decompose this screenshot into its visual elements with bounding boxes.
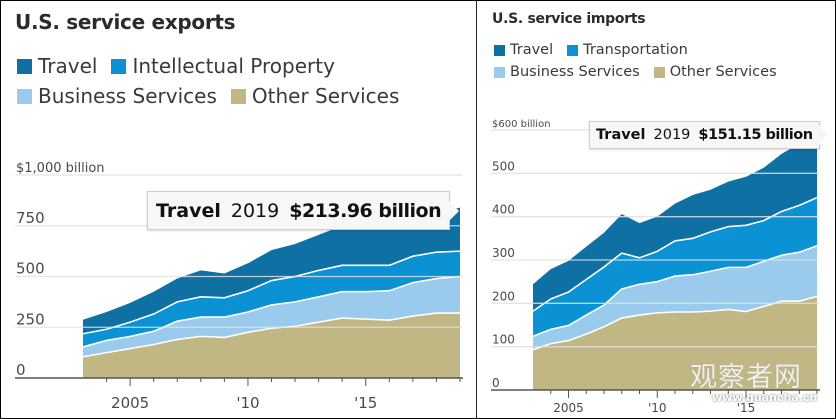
legend-label: Business Services: [38, 84, 217, 108]
legend-item-business-services[interactable]: Business Services: [17, 84, 217, 108]
imports-legend-row-1: Travel Transportation: [494, 42, 702, 58]
legend-label: Intellectual Property: [132, 54, 335, 78]
imports-panel: U.S. service imports Travel Transportati…: [477, 0, 836, 419]
tooltip-year: 2019: [653, 127, 691, 143]
y-tick-label: 100: [492, 333, 515, 347]
legend-swatch-business: [17, 88, 32, 104]
x-tick-label: 2005: [111, 394, 149, 412]
y-tick-label: 400: [492, 203, 515, 217]
tooltip-series: Travel: [596, 127, 646, 143]
legend-item-other-services[interactable]: Other Services: [230, 84, 400, 108]
legend-item-travel[interactable]: Travel: [494, 42, 553, 58]
y-tick-label: 250: [16, 310, 45, 328]
imports-legend-row-2: Business Services Other Services: [494, 64, 791, 80]
imports-title: U.S. service imports: [492, 11, 646, 27]
legend-label: Transportation: [583, 42, 688, 58]
y-tick-label: $1,000 billion: [16, 161, 105, 176]
exports-legend-row-2: Business Services Other Services: [17, 84, 413, 108]
legend-swatch-travel: [17, 58, 32, 74]
legend-label: Travel: [38, 54, 98, 78]
y-tick-label: 300: [492, 246, 515, 260]
separator-line: [82, 312, 460, 358]
y-tick-label: 0: [492, 376, 500, 390]
separator-line: [82, 275, 461, 348]
legend-item-transportation[interactable]: Transportation: [567, 42, 688, 58]
area-other-services: [533, 296, 817, 390]
exports-legend-row-1: Travel Intellectual Property: [17, 54, 349, 78]
tooltip-value: $151.15 billion: [698, 127, 813, 143]
imports-tooltip: Travel 2019 $151.15 billion: [589, 121, 820, 149]
legend-item-intellectual-property[interactable]: Intellectual Property: [111, 54, 335, 78]
area-travel: [83, 207, 460, 334]
legend-swatch-transportation: [567, 44, 579, 56]
legend-label: Travel: [510, 42, 554, 58]
x-tick-label: '10: [648, 401, 667, 415]
y-tick-label: 750: [16, 209, 45, 227]
y-tick-label: 500: [16, 260, 45, 278]
area-intellectual-property: [83, 251, 460, 347]
y-tick-label: 500: [492, 159, 515, 173]
legend-swatch-travel: [494, 44, 505, 56]
legend-swatch-ip: [111, 58, 127, 74]
separator-line: [532, 295, 818, 351]
legend-label: Other Services: [669, 64, 777, 80]
x-tick-label: '10: [236, 394, 259, 412]
y-tick-label: $600 billion: [492, 119, 551, 130]
x-tick-label: '15: [354, 394, 377, 412]
area-transportation: [533, 197, 817, 337]
area-business-services: [533, 245, 817, 350]
exports-panel: U.S. service exports Travel Intellectual…: [0, 0, 477, 419]
tooltip-year: 2019: [230, 199, 280, 222]
area-business-services: [83, 276, 460, 357]
exports-chart: 0 250 500 750 $1,000 billion 2005 '10 '15: [15, 161, 463, 412]
imports-chart: 0 100 200 300 400 500 $600 billion 2005 '10 '15: [491, 119, 820, 415]
legend-item-business-services[interactable]: Business Services: [494, 64, 640, 80]
exports-tooltip: Travel 2019 $213.96 billion: [147, 191, 451, 230]
legend-item-other-services[interactable]: Other Services: [653, 64, 777, 80]
legend-swatch-other: [653, 66, 665, 78]
tooltip-value: $213.96 billion: [289, 199, 442, 222]
y-tick-label: 0: [16, 361, 26, 379]
tooltip-series: Travel: [156, 199, 221, 222]
exports-title: U.S. service exports: [15, 10, 236, 34]
separator-line: [532, 244, 818, 338]
legend-label: Business Services: [510, 64, 640, 80]
area-other-services: [83, 313, 460, 378]
legend-label: Other Services: [251, 84, 400, 108]
legend-item-travel[interactable]: Travel: [17, 54, 97, 78]
x-tick-label: '15: [737, 401, 756, 415]
separator-line: [82, 250, 461, 335]
separator-line: [532, 196, 818, 312]
legend-swatch-other: [230, 88, 246, 104]
legend-swatch-business: [494, 66, 505, 78]
x-tick-label: 2005: [553, 401, 584, 415]
y-tick-label: 200: [492, 289, 515, 303]
